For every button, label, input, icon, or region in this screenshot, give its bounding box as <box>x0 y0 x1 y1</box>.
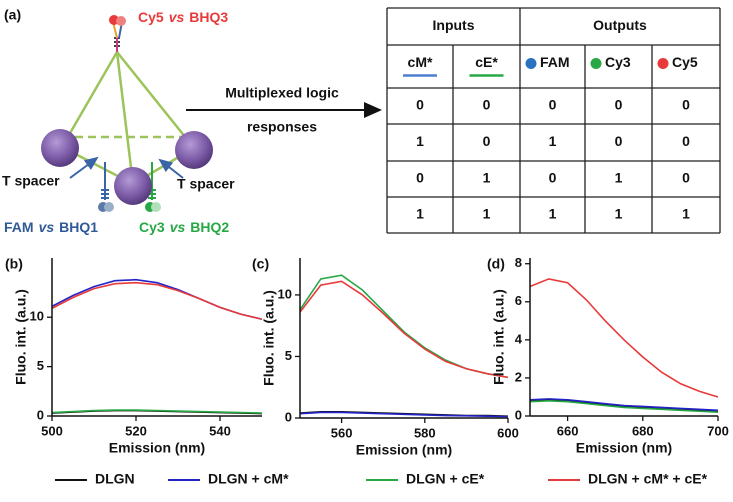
table-cell: 1 <box>483 206 491 222</box>
series-line <box>51 281 263 321</box>
y-tick-label: 2 <box>515 369 522 384</box>
y-tick-label: 0 <box>515 407 522 422</box>
series-line <box>299 280 509 379</box>
table-column-header: cE* <box>475 54 498 70</box>
table-cell: 1 <box>615 206 623 222</box>
tetrahedron <box>60 51 195 186</box>
probe-label-part: BHQ1 <box>59 219 98 235</box>
x-tick-label: 580 <box>414 425 436 440</box>
x-tick-label: 600 <box>497 425 519 440</box>
legend-entry: DLGN + cM* <box>208 471 289 487</box>
probe-label: Cy5 vs BHQ3 <box>138 9 228 25</box>
table-column-header: Cy3 <box>605 54 631 70</box>
table-cell: 0 <box>682 133 690 149</box>
y-tick-label: 6 <box>515 293 522 308</box>
probe-label-part: BHQ2 <box>190 219 229 235</box>
table-cell: 0 <box>682 170 690 186</box>
table-cell: 0 <box>416 97 424 113</box>
y-tick-label: 10 <box>30 309 44 324</box>
arrow-label: responses <box>247 119 317 135</box>
series-line <box>299 411 509 418</box>
series-line <box>529 398 719 412</box>
table-cell: 1 <box>682 206 690 222</box>
table-cell: 0 <box>549 170 557 186</box>
table-cell: 1 <box>615 170 623 186</box>
table-cell: 0 <box>549 97 557 113</box>
dna-strands <box>69 21 184 200</box>
spheres <box>41 129 213 205</box>
panel-label: (b) <box>5 256 23 272</box>
probe-label-part: vs <box>169 9 185 25</box>
series-line <box>529 399 719 413</box>
table-cell: 1 <box>549 206 557 222</box>
table-cell: 0 <box>483 97 491 113</box>
panel-label: (d) <box>487 256 505 272</box>
table-cell: 0 <box>615 133 623 149</box>
legend-entry: DLGN <box>95 471 135 487</box>
y-axis-label: Fluo. int. (a.u.) <box>491 289 507 385</box>
column-dot <box>590 58 602 69</box>
x-tick-label: 560 <box>331 425 353 440</box>
column-dot <box>525 58 537 69</box>
table-cell: 0 <box>682 97 690 113</box>
table-column-header: Cy5 <box>672 54 698 70</box>
x-tick-label: 660 <box>557 423 579 438</box>
y-tick-label: 0 <box>37 407 44 422</box>
y-tick-label: 10 <box>278 286 292 301</box>
probe-label: FAM vs BHQ1 <box>4 219 98 235</box>
x-tick-label: 700 <box>707 423 729 438</box>
table-cell: 0 <box>483 133 491 149</box>
probe-label-part: FAM <box>4 219 34 235</box>
x-axis-label: Emission (nm) <box>356 442 452 458</box>
y-tick-label: 4 <box>515 331 523 346</box>
table-group: Outputs <box>593 17 647 33</box>
table-cell: 1 <box>549 133 557 149</box>
x-tick-label: 500 <box>41 423 63 438</box>
spacer-label: T spacer <box>177 176 235 192</box>
table-cell: 0 <box>615 97 623 113</box>
x-axis-label: Emission (nm) <box>109 440 205 456</box>
series-line <box>51 409 263 414</box>
legend-entry: DLGN + cE* <box>406 471 485 487</box>
probe-label-part: vs <box>39 219 55 235</box>
x-axis-label: Emission (nm) <box>576 440 672 456</box>
panel-label: (c) <box>252 256 269 272</box>
y-tick-label: 8 <box>515 255 522 270</box>
y-tick-label: 5 <box>285 348 292 363</box>
series-line <box>299 274 509 379</box>
y-axis-label: Fluo. int. (a.u.) <box>261 290 277 386</box>
table-cell: 1 <box>483 170 491 186</box>
table-column-header: cM* <box>408 54 433 70</box>
panel-label: (a) <box>4 7 21 23</box>
legend-entry: DLGN + cM* + cE* <box>588 471 708 487</box>
x-tick-label: 520 <box>125 423 147 438</box>
probe-label: Cy3 vs BHQ2 <box>139 219 229 235</box>
spacer-label: T spacer <box>2 173 60 189</box>
series-line <box>529 278 719 398</box>
y-axis-label: Fluo. int. (a.u.) <box>13 289 29 385</box>
table-cell: 1 <box>416 206 424 222</box>
probe-label-part: Cy5 <box>138 9 164 25</box>
arrow-label: Multiplexed logic <box>225 85 339 101</box>
probe-label-part: BHQ3 <box>189 9 228 25</box>
probe-label-part: Cy3 <box>139 219 165 235</box>
dyes <box>98 15 161 212</box>
x-tick-label: 540 <box>209 423 231 438</box>
y-tick-label: 5 <box>37 358 44 373</box>
probe-label-part: vs <box>170 219 186 235</box>
table-cell: 1 <box>416 133 424 149</box>
series-line <box>529 399 719 413</box>
table-column-header: FAM <box>540 54 570 70</box>
series-line <box>51 278 263 321</box>
column-dot <box>657 58 669 69</box>
x-tick-label: 680 <box>632 423 654 438</box>
table-group: Inputs <box>433 17 475 33</box>
table-cell: 0 <box>416 170 424 186</box>
y-tick-label: 0 <box>285 409 292 424</box>
